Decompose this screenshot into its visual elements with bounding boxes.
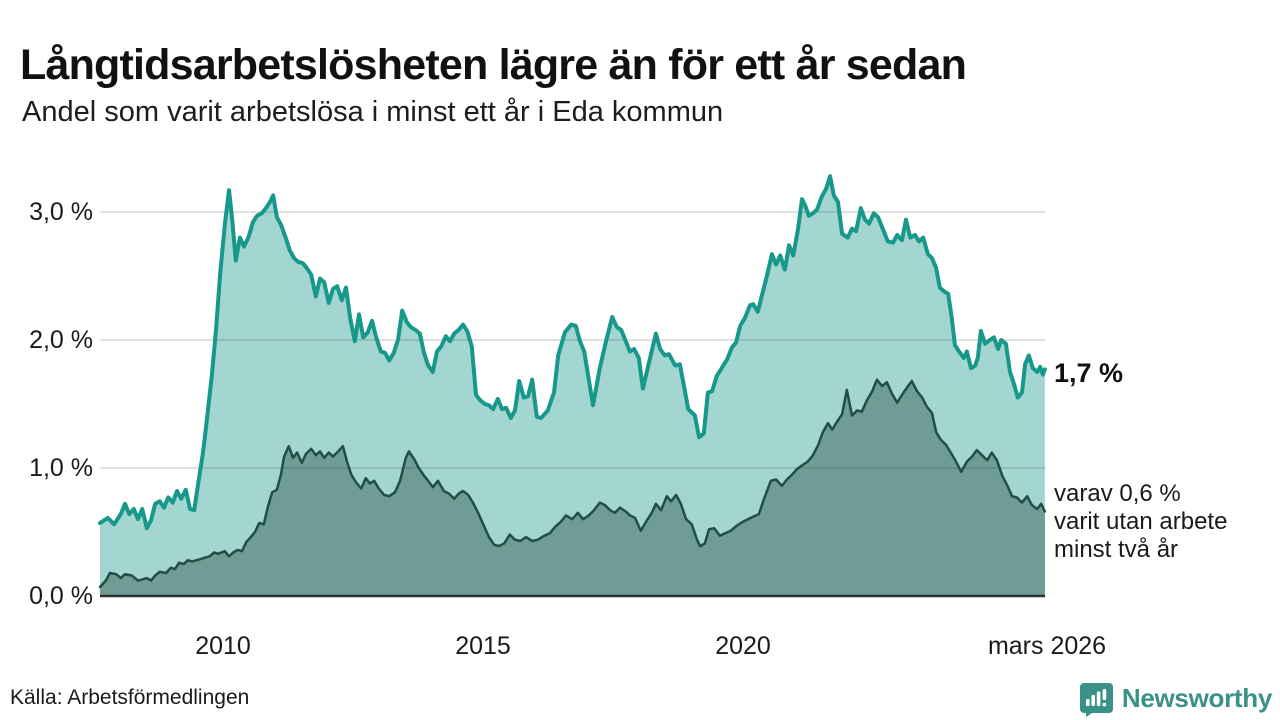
line-two-year — [98, 378, 1047, 589]
x-tick-2015: 2015 — [455, 632, 511, 660]
x-tick-2020: 2020 — [715, 632, 771, 660]
line-one-year — [98, 174, 1047, 531]
area-fill-two-year — [100, 379, 1045, 596]
x-tick-mars-2026: mars 2026 — [987, 632, 1107, 660]
newsworthy-wordmark: Newsworthy — [1121, 683, 1272, 713]
gridlines — [100, 211, 1045, 469]
x-tick-2010: 2010 — [195, 632, 251, 660]
y-tick-3: 3,0 % — [29, 198, 93, 226]
y-tick-2: 2,0 % — [29, 326, 93, 354]
two-year-annotation: varav 0,6 % varit utan arbete minst två … — [1054, 480, 1228, 563]
latest-value-label: 1,7 % — [1054, 358, 1124, 388]
chart-subtitle: Andel som varit arbetslösa i minst ett å… — [22, 96, 724, 128]
newsworthy-icon — [1078, 680, 1115, 717]
y-tick-1: 1,0 % — [29, 454, 93, 482]
page-title: Långtidsarbetslösheten lägre än för ett … — [20, 40, 967, 89]
y-tick-0: 0,0 % — [29, 582, 93, 610]
newsworthy-logo[interactable]: Newsworthy — [1078, 680, 1272, 717]
source-note: Källa: Arbetsförmedlingen — [10, 686, 250, 709]
